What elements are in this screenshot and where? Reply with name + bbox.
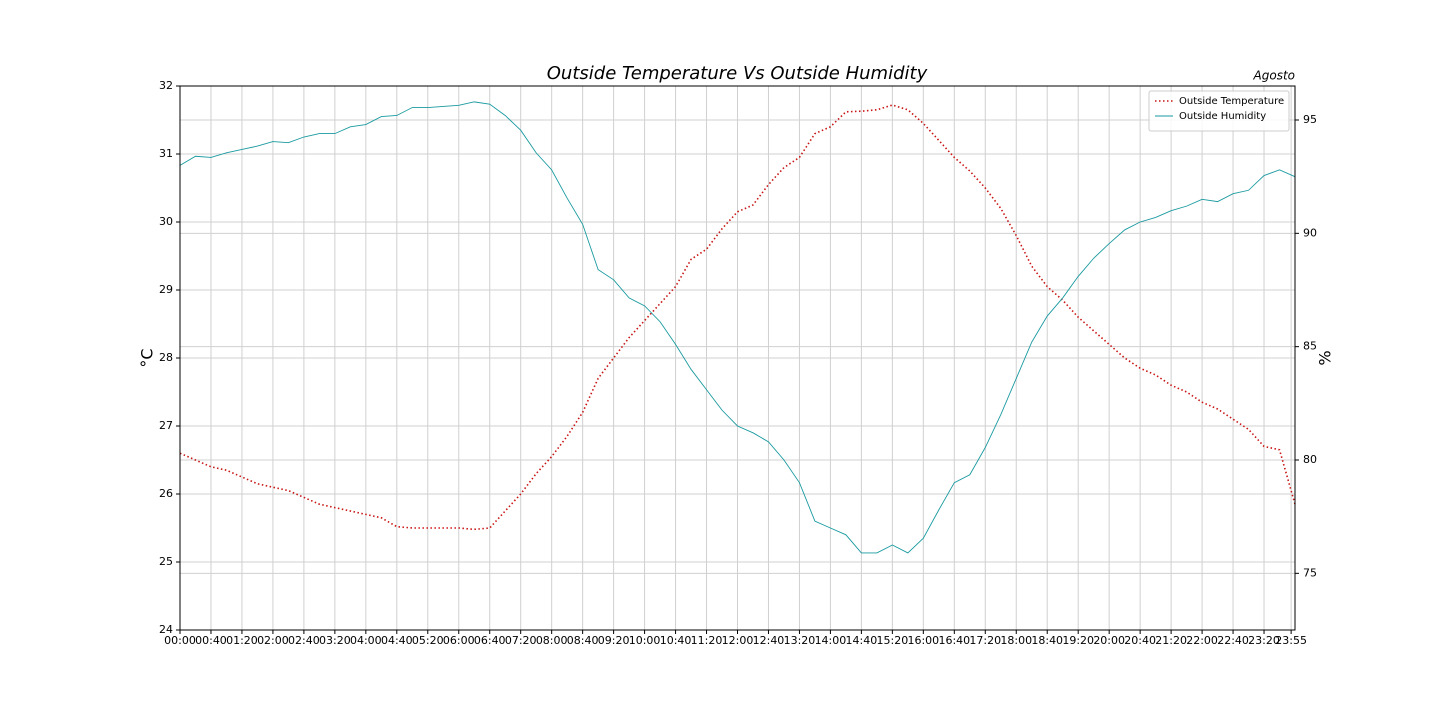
x-tick-label: 06:00 [443,634,475,647]
y2-tick-label: 75 [1303,566,1317,579]
plot-frame [179,85,1296,631]
y-tick-label: 29 [159,283,173,296]
x-tick-label: 18:40 [1031,634,1063,647]
x-tick-label: 17:20 [969,634,1001,647]
x-tick-label: 12:40 [753,634,785,647]
y-axis-label: °C [138,348,157,367]
x-tick-label: 20:00 [1093,634,1125,647]
y-tick-label: 24 [159,623,173,636]
x-tick-label: 23:20 [1248,634,1280,647]
y-tick-label: 28 [159,351,173,364]
y-tick-label: 31 [159,147,173,160]
y2-tick-label: 90 [1303,226,1317,239]
annotation: Agosto [1253,69,1295,83]
x-tick-label: 16:00 [907,634,939,647]
x-tick-label: 00:00 [164,634,196,647]
x-tick-label: 19:20 [1062,634,1094,647]
y-tick-label: 32 [159,79,173,92]
x-tick-label: 00:40 [195,634,227,647]
x-tick-label: 20:40 [1124,634,1156,647]
x-tick-label: 15:20 [877,634,909,647]
x-tick-label: 21:20 [1155,634,1187,647]
series-line [179,101,1296,554]
x-tick-label: 07:20 [505,634,537,647]
x-tick-label: 03:20 [319,634,351,647]
grid [179,85,1295,631]
x-tick-label: 10:00 [629,634,661,647]
y-tick-label: 30 [159,215,173,228]
x-tick-label: 14:00 [815,634,847,647]
x-tick-label: 10:40 [660,634,692,647]
x-tick-label: 13:20 [784,634,816,647]
legend-label: Outside Humidity [1179,111,1266,122]
x-tick-label: 01:20 [226,634,258,647]
x-tick-label: 16:40 [938,634,970,647]
x-tick-label: 04:00 [350,634,382,647]
x-tick-label: 23:55 [1275,634,1307,647]
x-tick-label: 02:40 [288,634,320,647]
y2-tick-label: 85 [1303,340,1317,353]
series-line [179,104,1296,531]
y2-axis-label: % [1316,350,1335,365]
x-tick-label: 11:20 [691,634,723,647]
legend-box [1148,90,1290,132]
legend: Outside Temperature Outside Humidity [1148,90,1290,132]
legend-label: Outside Temperature [1179,96,1284,107]
x-tick-label: 04:40 [381,634,413,647]
y-tick-label: 27 [159,419,173,432]
x-tick-label: 12:00 [722,634,754,647]
x-tick-label: 09:20 [598,634,630,647]
x-tick-label: 06:40 [474,634,506,647]
y-tick-label: 26 [159,487,173,500]
x-tick-label: 08:00 [536,634,568,647]
y2-tick-label: 95 [1303,113,1317,126]
x-tick-label: 02:00 [257,634,289,647]
x-tick-label: 18:00 [1000,634,1032,647]
x-tick-label: 08:40 [567,634,599,647]
y-tick-label: 25 [159,555,173,568]
x-tick-label: 22:40 [1217,634,1249,647]
x-tick-label: 22:00 [1186,634,1218,647]
x-tick-label: 05:20 [412,634,444,647]
y2-tick-label: 80 [1303,453,1317,466]
chart-title: Outside Temperature Vs Outside Humidity [547,63,928,84]
x-tick-label: 14:40 [846,634,878,647]
